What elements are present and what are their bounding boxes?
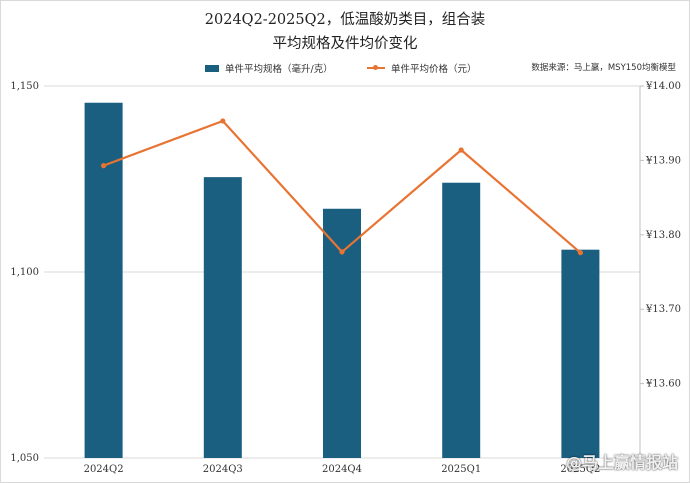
legend: 单件平均规格（毫升/克） 单件平均价格（元） [0, 60, 690, 76]
price-point [339, 249, 345, 255]
bar [323, 208, 361, 458]
bar [84, 102, 123, 459]
y-right-tick-label: ¥14.00 [645, 81, 681, 92]
price-point [220, 118, 226, 124]
y-right-tick-label: ¥13.60 [645, 379, 681, 390]
chart-title-line2: 平均规格及件均价变化 [272, 36, 418, 52]
bar [442, 182, 481, 458]
y-right-tick-label: ¥13.80 [645, 230, 681, 241]
legend-bar-swatch [205, 64, 219, 72]
legend-item-line: 单件平均价格（元） [367, 61, 477, 75]
price-point [577, 250, 584, 256]
x-tick-label: 2025Q1 [441, 464, 481, 475]
legend-bar-label: 单件平均规格（毫升/克） [225, 64, 333, 75]
x-tick-label: 2024Q2 [84, 464, 124, 475]
source-note: 数据来源：马上赢，MSY150均衡模型 [531, 63, 676, 73]
legend-line-label: 单件平均价格（元） [391, 64, 477, 75]
y-right-tick-label: ¥13.90 [645, 155, 681, 166]
bar [203, 177, 242, 458]
y-left-tick-label: 1,100 [10, 267, 39, 278]
price-point [101, 163, 107, 169]
legend-item-bar: 单件平均规格（毫升/克） [205, 61, 333, 75]
x-tick-label: 2024Q3 [203, 464, 243, 475]
y-left-tick-label: 1,150 [10, 81, 39, 92]
x-tick-label: 2024Q4 [322, 464, 362, 475]
watermark: @马上赢情报站 [565, 453, 678, 472]
legend-line-swatch [367, 65, 385, 70]
y-right-tick-label: ¥13.70 [645, 304, 681, 315]
y-left-tick-label: 1,050 [10, 453, 39, 464]
price-point [458, 147, 464, 153]
bar [561, 249, 600, 458]
x-tick-label: 2025Q2 [560, 464, 600, 475]
chart-title-line1: 2024Q2-2025Q2，低温酸奶类目，组合装 [204, 12, 486, 28]
